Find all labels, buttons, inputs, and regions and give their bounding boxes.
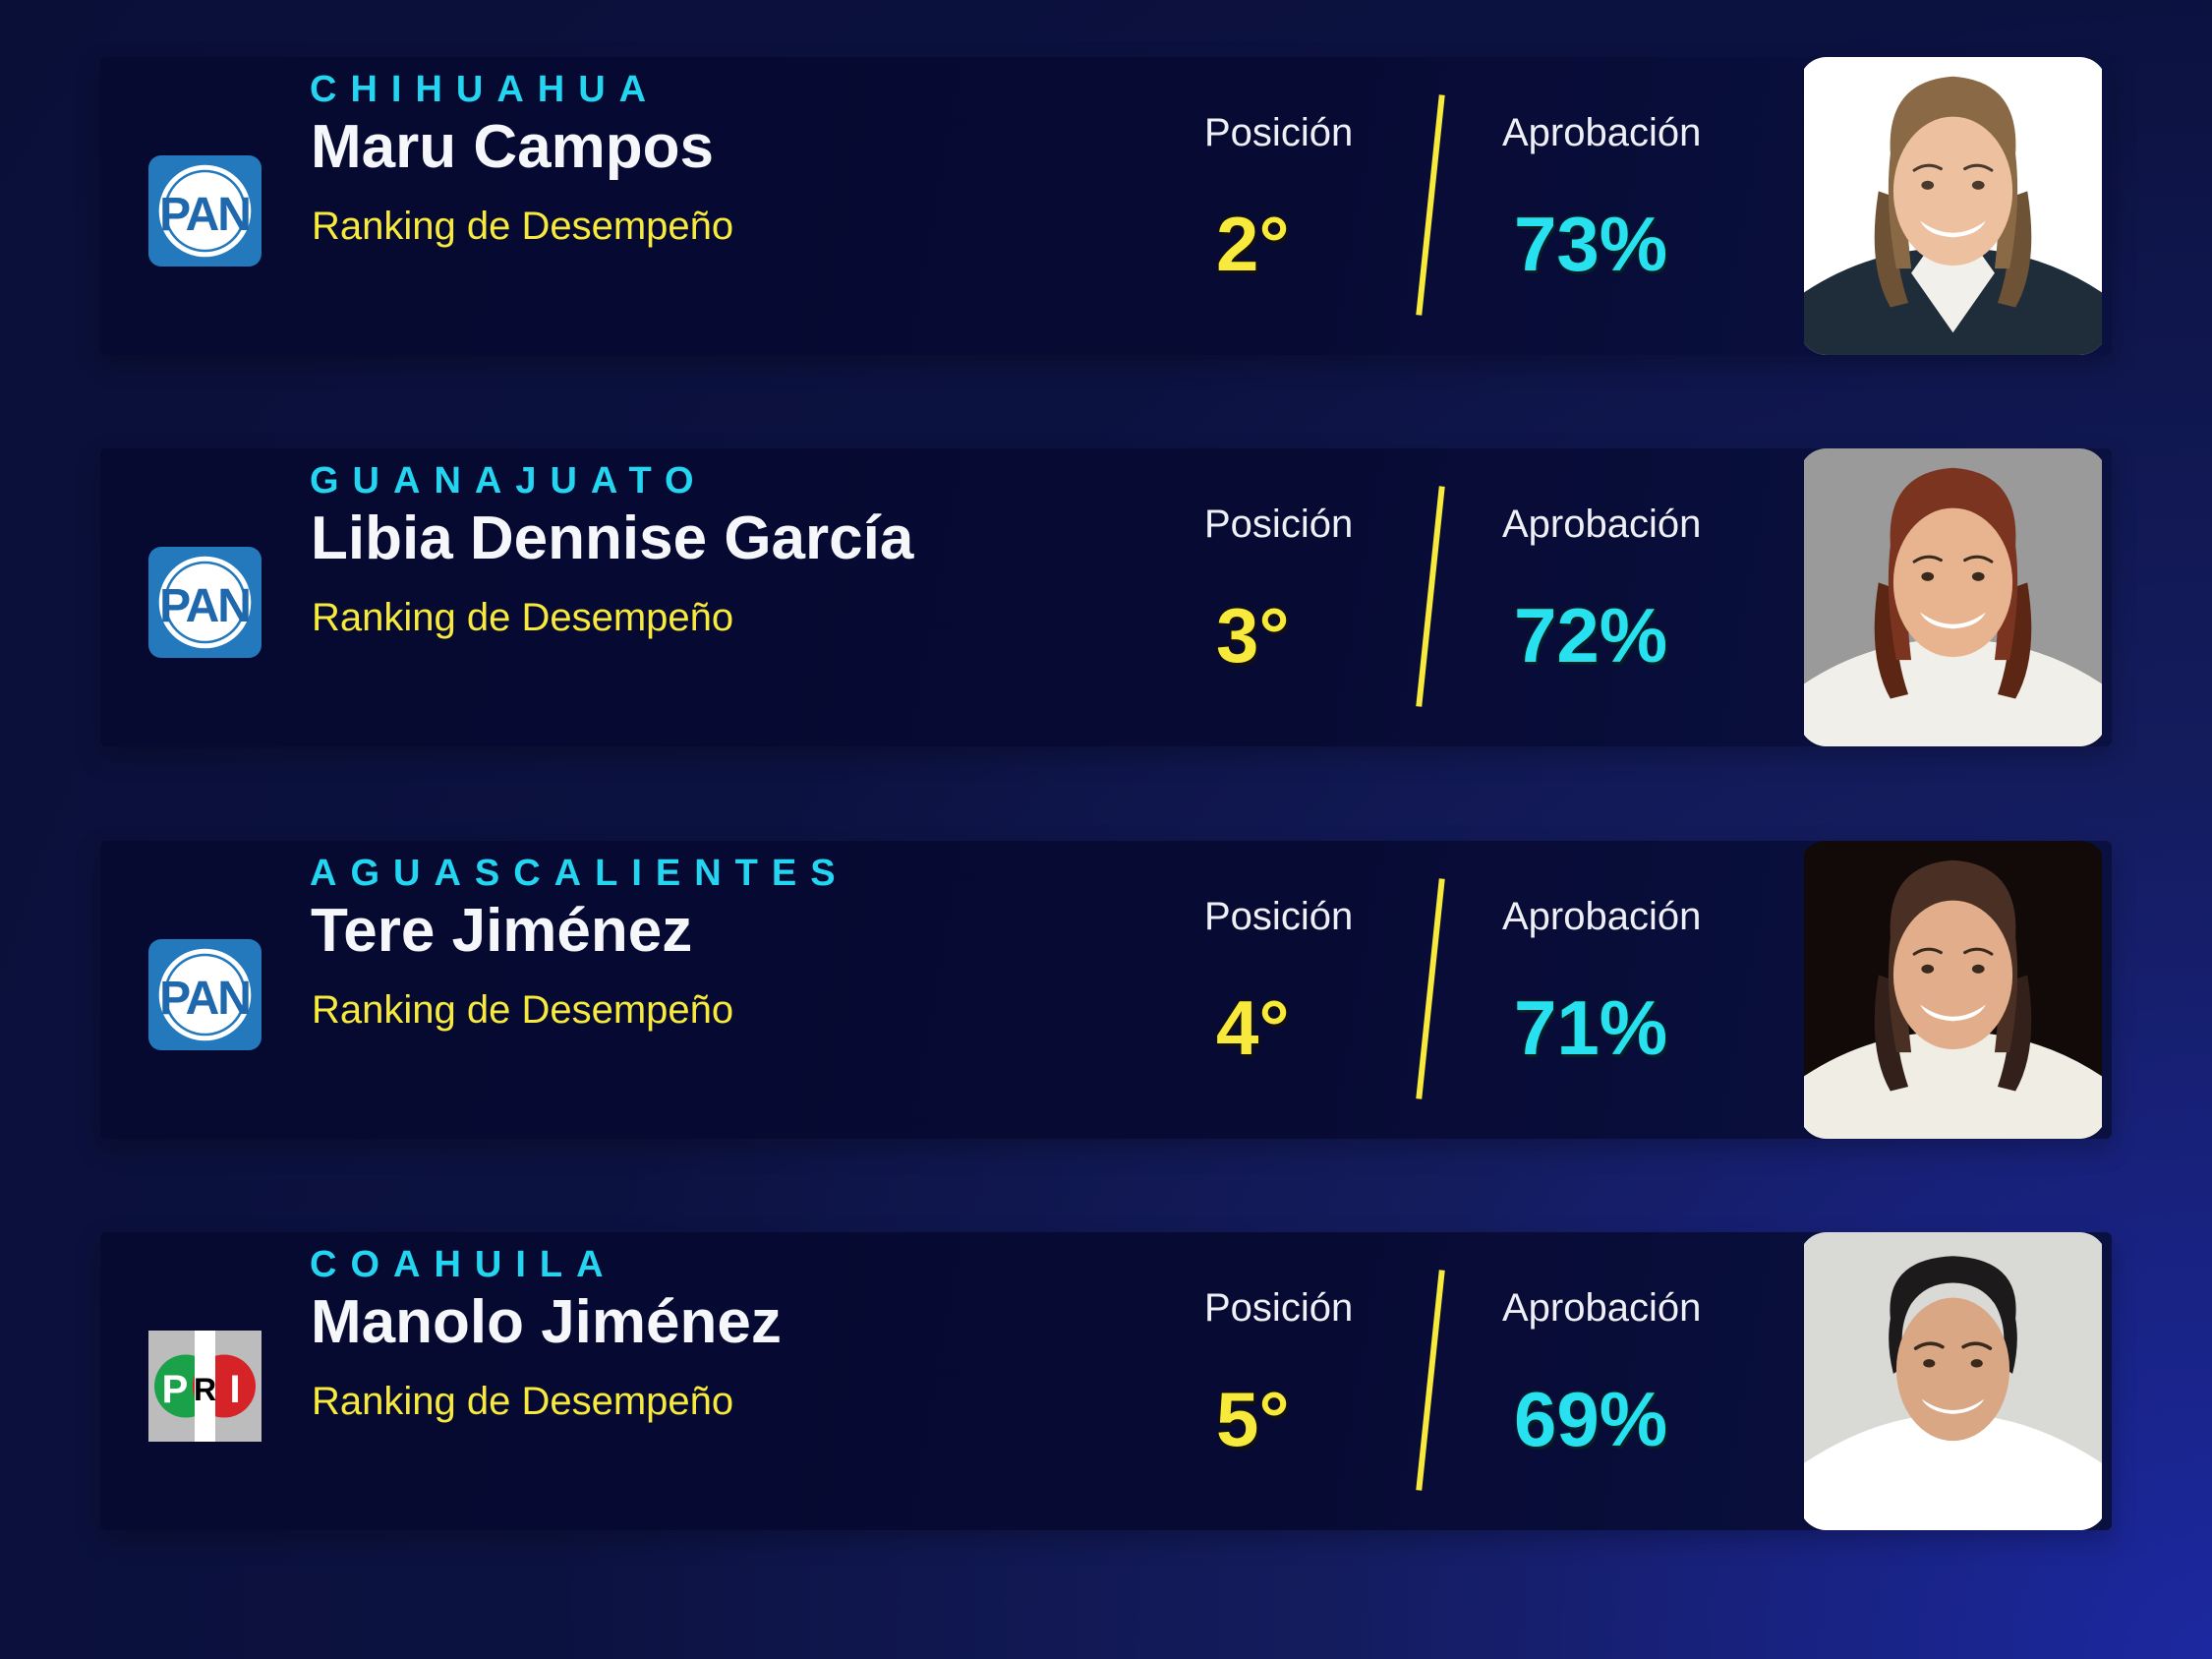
svg-text:PAN: PAN bbox=[159, 973, 250, 1025]
svg-text:R: R bbox=[194, 1372, 216, 1407]
svg-text:PAN: PAN bbox=[159, 189, 250, 241]
svg-text:I: I bbox=[229, 1368, 240, 1411]
svg-text:P: P bbox=[162, 1368, 189, 1411]
svg-text:PAN: PAN bbox=[159, 580, 250, 632]
